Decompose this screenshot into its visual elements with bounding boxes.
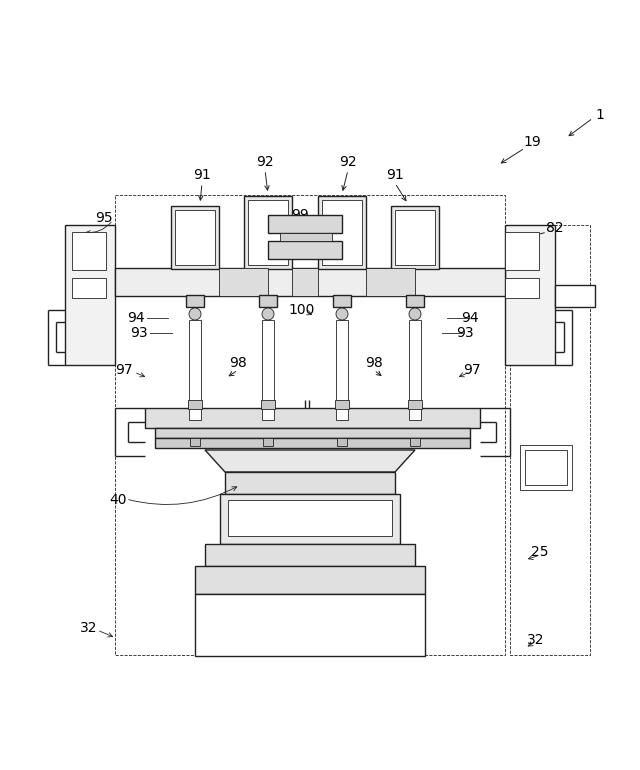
Text: 1: 1	[596, 108, 604, 122]
Text: 98: 98	[229, 356, 247, 370]
Bar	[268, 215, 342, 233]
Bar	[195, 594, 425, 656]
Bar	[188, 400, 202, 409]
Bar	[525, 450, 567, 485]
Text: 98: 98	[365, 356, 383, 370]
Bar	[280, 233, 332, 241]
Bar	[406, 295, 424, 307]
Bar	[510, 225, 590, 655]
Circle shape	[409, 308, 421, 320]
Bar	[244, 196, 292, 269]
Bar	[115, 268, 505, 296]
Text: 97: 97	[463, 363, 481, 377]
Bar	[395, 210, 435, 265]
Bar	[189, 320, 201, 420]
Bar	[248, 200, 288, 265]
Bar	[409, 320, 421, 420]
Bar	[322, 200, 362, 265]
Bar	[292, 268, 318, 296]
Text: 100: 100	[289, 303, 315, 317]
Bar	[318, 196, 366, 269]
Text: 99: 99	[291, 208, 309, 222]
Bar	[186, 295, 204, 307]
Bar	[337, 438, 347, 446]
Text: 95: 95	[95, 211, 113, 225]
Bar	[261, 400, 275, 409]
Bar	[335, 400, 349, 409]
Text: 94: 94	[127, 311, 145, 325]
Bar	[225, 472, 395, 494]
Bar	[520, 445, 572, 490]
Bar	[171, 206, 219, 269]
Bar	[408, 400, 422, 409]
Bar	[268, 241, 342, 259]
Text: 91: 91	[386, 168, 404, 182]
Bar	[555, 285, 595, 307]
Bar	[505, 232, 539, 270]
Bar	[220, 494, 400, 544]
Text: 32: 32	[79, 621, 97, 635]
Bar	[410, 438, 420, 446]
Bar	[228, 500, 392, 536]
Text: 19: 19	[523, 135, 541, 149]
Text: 92: 92	[256, 155, 274, 169]
Text: 92: 92	[339, 155, 357, 169]
Circle shape	[262, 308, 274, 320]
Bar	[205, 544, 415, 566]
Bar	[263, 438, 273, 446]
Bar	[391, 206, 439, 269]
Text: 99: 99	[287, 233, 305, 247]
Text: 82: 82	[546, 221, 564, 235]
Bar	[190, 438, 200, 446]
Bar	[175, 210, 215, 265]
Bar	[259, 295, 277, 307]
Bar	[219, 268, 268, 296]
Text: 32: 32	[527, 633, 545, 647]
Polygon shape	[205, 450, 415, 472]
Bar	[65, 225, 115, 365]
Bar	[115, 195, 505, 655]
Circle shape	[336, 308, 348, 320]
Text: 91: 91	[193, 168, 211, 182]
Text: 93: 93	[456, 326, 474, 340]
Text: 97: 97	[115, 363, 133, 377]
Bar	[366, 268, 415, 296]
Text: 94: 94	[461, 311, 479, 325]
Bar	[72, 278, 106, 298]
Bar	[505, 225, 555, 365]
Text: 93: 93	[131, 326, 148, 340]
Bar	[145, 408, 480, 428]
Bar	[262, 320, 274, 420]
Bar	[505, 278, 539, 298]
Bar	[155, 428, 470, 438]
Text: 40: 40	[109, 493, 127, 507]
Bar	[72, 232, 106, 270]
Bar	[336, 320, 348, 420]
Bar	[155, 438, 470, 448]
Text: 25: 25	[531, 545, 548, 559]
Bar	[333, 295, 351, 307]
Circle shape	[189, 308, 201, 320]
Bar	[195, 566, 425, 594]
